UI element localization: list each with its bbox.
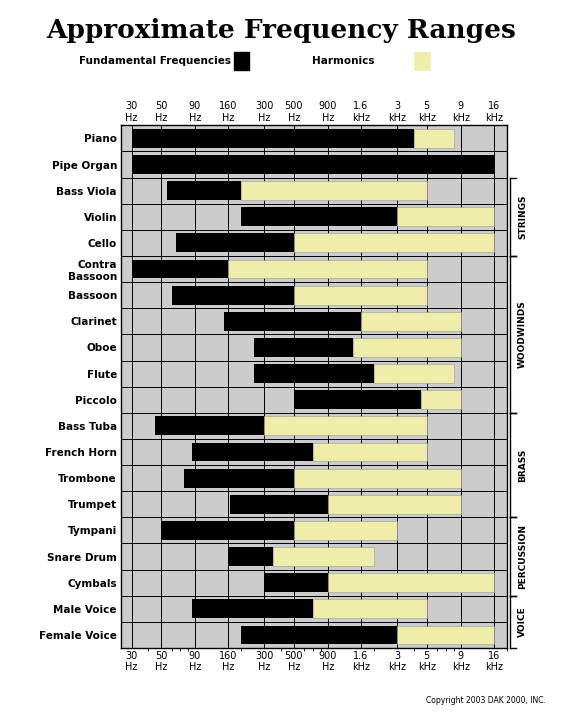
Bar (191, 599, 313, 618)
Bar (230, 495, 328, 513)
Text: STRINGS: STRINGS (518, 195, 527, 239)
Text: WOODWINDS: WOODWINDS (518, 301, 527, 368)
Bar (241, 208, 397, 226)
Bar (265, 574, 328, 592)
Text: VOICE: VOICE (518, 606, 527, 637)
Bar (228, 547, 273, 566)
Bar (185, 469, 294, 488)
Text: Copyright 2003 DAK 2000, INC.: Copyright 2003 DAK 2000, INC. (426, 696, 546, 705)
Text: Fundamental Frequencies: Fundamental Frequencies (79, 56, 231, 66)
Text: Harmonics: Harmonics (312, 56, 375, 66)
Bar (228, 260, 427, 279)
Bar (167, 181, 241, 200)
Bar (374, 364, 454, 383)
Bar (421, 390, 461, 409)
Bar (414, 129, 454, 147)
Text: BRASS: BRASS (518, 448, 527, 482)
Bar (132, 260, 228, 279)
Bar (241, 626, 397, 644)
Bar (254, 364, 374, 383)
Bar (225, 312, 361, 331)
Bar (273, 547, 374, 566)
Bar (328, 495, 461, 513)
Bar (397, 208, 494, 226)
Bar (241, 181, 427, 200)
Bar (397, 626, 494, 644)
Bar (294, 390, 421, 409)
Bar (313, 442, 427, 461)
Bar (172, 286, 294, 304)
Bar (294, 469, 461, 488)
Bar (313, 599, 427, 618)
Text: Approximate Frequency Ranges: Approximate Frequency Ranges (47, 18, 516, 43)
Bar (265, 417, 427, 435)
Bar (176, 233, 294, 252)
Bar (161, 521, 294, 540)
Bar (254, 338, 353, 357)
Bar (294, 286, 427, 304)
Text: PERCUSSION: PERCUSSION (518, 524, 527, 589)
Bar (328, 574, 494, 592)
Bar (361, 312, 461, 331)
Bar (155, 417, 265, 435)
Bar (132, 155, 494, 174)
Bar (353, 338, 461, 357)
Bar (294, 521, 397, 540)
Bar (294, 233, 494, 252)
Bar (132, 129, 414, 147)
Bar (191, 442, 313, 461)
